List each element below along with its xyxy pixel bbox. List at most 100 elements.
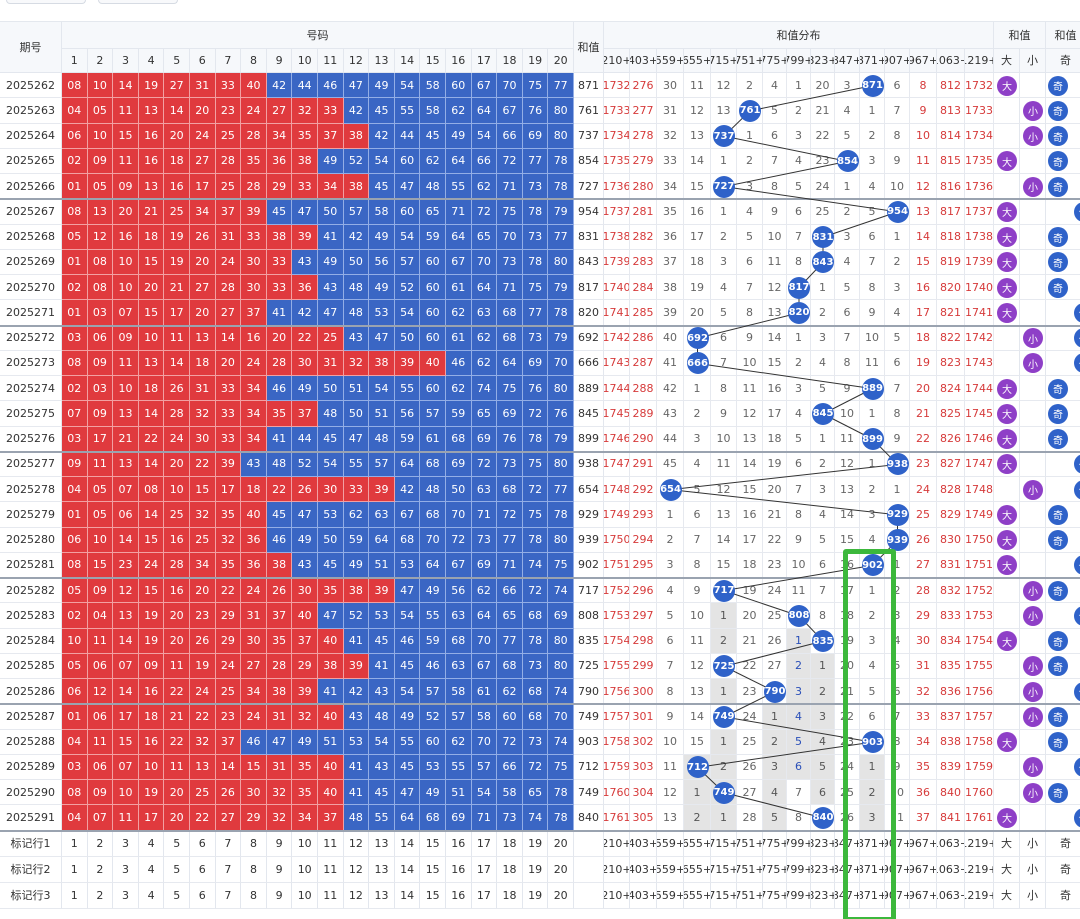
number-cell: 62 (446, 300, 472, 326)
number-cell: 71 (446, 199, 472, 225)
number-cell: 60 (497, 704, 523, 730)
number-cell: 80 (548, 98, 574, 124)
number-cell: 16 (138, 729, 165, 755)
dist-cell: 9 (860, 300, 885, 326)
footer-dist-cell: 751+ (737, 882, 763, 909)
dist-cell: 13 (684, 679, 711, 705)
dist-cell: 22 (910, 426, 937, 452)
number-cell: 69 (471, 552, 498, 578)
footer-number-cell: 6 (190, 856, 216, 883)
number-cell: 08 (62, 73, 88, 99)
number-cell: 70 (548, 704, 574, 730)
dist-cell: 24 (763, 578, 787, 604)
size-small-cell (1020, 527, 1046, 553)
number-cell: 32 (266, 780, 293, 806)
number-cell: 59 (420, 224, 446, 250)
dist-cell: 14 (684, 704, 711, 730)
number-cell: 14 (138, 401, 165, 427)
dist-cell: 9 (885, 754, 910, 780)
dist-cell: 17 (763, 401, 787, 427)
dist-cell: 1754 (604, 628, 630, 654)
footer-number-cell: 3 (113, 856, 139, 883)
dist-cell: 1757 (604, 704, 630, 730)
number-cell: 63 (446, 653, 472, 679)
number-cell: 78 (522, 426, 549, 452)
number-cell: 50 (343, 249, 370, 275)
number-cell: 45 (369, 98, 395, 124)
toolbar-button-2[interactable] (98, 0, 178, 4)
footer-number-cell: 14 (394, 830, 421, 857)
number-cell: 10 (138, 754, 165, 780)
number-cell: 28 (266, 653, 293, 679)
number-cell: 27 (215, 300, 242, 326)
dist-cell: 28 (910, 578, 937, 604)
dist-cell: 24 (737, 704, 763, 730)
dist-cell: 820 (937, 275, 965, 301)
number-cell: 01 (62, 249, 88, 275)
dist-cell: 15 (763, 350, 787, 376)
number-cell: 31 (190, 73, 216, 99)
number-cell: 77 (548, 477, 574, 503)
number-cell: 23 (215, 704, 242, 730)
dist-cell: 7 (885, 376, 910, 402)
parity-odd-ball: 奇 (1048, 75, 1068, 96)
dist-cell: 20 (684, 300, 711, 326)
dist-cell: 1755 (604, 653, 630, 679)
dist-cell: 3 (787, 123, 811, 149)
number-cell: 50 (394, 325, 421, 351)
number-cell: 42 (369, 123, 395, 149)
dist-cell: 841 (937, 805, 965, 831)
dist-cell: 305 (630, 805, 657, 831)
dist-cell: 1745 (604, 401, 630, 427)
dist-cell: 8 (885, 123, 910, 149)
number-cell: 29 (215, 628, 242, 654)
number-cell: 19 (164, 224, 190, 250)
number-col-header: 19 (522, 49, 549, 73)
number-cell: 78 (522, 249, 549, 275)
number-cell: 73 (497, 249, 523, 275)
number-cell: 15 (138, 578, 165, 604)
number-cell: 26 (215, 780, 242, 806)
size-big-ball: 大 (997, 504, 1017, 525)
size-small-ball: 小 (1023, 100, 1043, 121)
number-cell: 54 (394, 300, 421, 326)
dist-cell: 42 (657, 376, 684, 402)
number-cell: 25 (215, 679, 242, 705)
dist-cell: 276 (630, 73, 657, 99)
number-cell: 43 (292, 249, 318, 275)
number-cell: 38 (292, 148, 318, 174)
dist-cell: 1739 (604, 249, 630, 275)
number-cell: 21 (138, 199, 165, 225)
dist-cell: 13 (711, 98, 737, 124)
number-cell: 49 (369, 275, 395, 301)
dist-cell: 5 (787, 426, 811, 452)
number-cell: 37 (292, 628, 318, 654)
number-cell: 09 (138, 653, 165, 679)
size-small-ball: 小 (1023, 479, 1043, 500)
number-cell: 14 (113, 73, 139, 99)
sum-ball: 899 (861, 428, 884, 451)
parity-odd-ball: 奇 (1048, 151, 1068, 172)
size-big-ball: 大 (997, 277, 1017, 298)
footer-number-cell: 17 (471, 856, 498, 883)
dist-cell: 38 (657, 275, 684, 301)
dist-cell: 32 (657, 123, 684, 149)
sum-ball: 749 (713, 705, 735, 728)
number-cell: 10 (113, 249, 139, 275)
number-cell: 78 (548, 502, 574, 528)
number-cell: 58 (369, 199, 395, 225)
dist-cell: 1 (711, 679, 737, 705)
sum-cell: 903 (574, 729, 604, 755)
footer-dist-cell: 655+ (684, 830, 711, 857)
number-cell: 37 (266, 603, 293, 629)
number-cell: 56 (369, 249, 395, 275)
number-cell: 47 (318, 603, 344, 629)
dist-cell: 4 (811, 350, 835, 376)
number-cell: 54 (394, 224, 421, 250)
dist-cell: 30 (910, 628, 937, 654)
number-cell: 14 (164, 98, 190, 124)
size-big-ball: 大 (997, 252, 1017, 273)
dist-cell: 10 (711, 426, 737, 452)
toolbar-button-1[interactable] (6, 0, 86, 4)
